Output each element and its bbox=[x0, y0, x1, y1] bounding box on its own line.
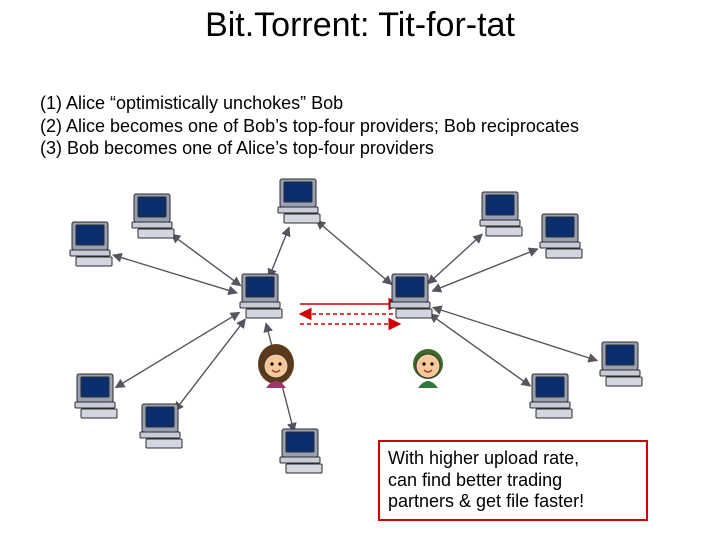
pc-node-tr1 bbox=[480, 192, 522, 236]
edge bbox=[175, 319, 246, 411]
edge bbox=[113, 255, 237, 293]
pc-node-tm bbox=[278, 179, 320, 223]
pc-node-br2 bbox=[600, 342, 642, 386]
edge bbox=[432, 249, 537, 291]
pc-node-bob bbox=[390, 274, 432, 318]
alice-face-icon bbox=[258, 344, 294, 388]
exchange-arrows bbox=[300, 304, 400, 324]
pc-node-bl1 bbox=[75, 374, 117, 418]
pc-node-bl2 bbox=[140, 404, 182, 448]
faces-layer bbox=[258, 344, 443, 388]
edge bbox=[171, 234, 240, 285]
bob-face-icon bbox=[413, 349, 443, 388]
edges-layer bbox=[113, 221, 597, 432]
pc-node-tl2 bbox=[132, 194, 174, 238]
pc-node-alice bbox=[240, 274, 282, 318]
pc-nodes-layer bbox=[70, 179, 642, 473]
edge bbox=[316, 221, 391, 285]
pc-node-tl1 bbox=[70, 222, 112, 266]
edge bbox=[428, 234, 483, 284]
pc-node-bm bbox=[280, 429, 322, 473]
pc-node-tr2 bbox=[540, 214, 582, 258]
callout-box: With higher upload rate,can find better … bbox=[378, 440, 648, 521]
edge bbox=[269, 227, 289, 277]
pc-node-br1 bbox=[530, 374, 572, 418]
edge bbox=[430, 314, 531, 386]
